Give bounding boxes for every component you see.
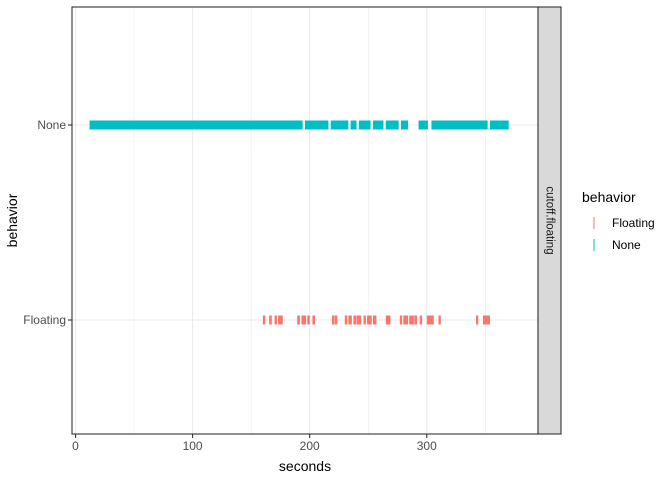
data-point-floating bbox=[348, 315, 352, 325]
data-point-floating bbox=[301, 315, 307, 325]
data-point-floating bbox=[356, 315, 362, 325]
data-point-floating bbox=[419, 315, 423, 325]
data-point-none bbox=[350, 120, 357, 130]
data-point-floating bbox=[372, 315, 377, 325]
data-marks bbox=[89, 120, 509, 325]
x-tick-label: 100 bbox=[183, 439, 203, 453]
data-point-floating bbox=[274, 315, 277, 325]
x-axis: 0 100 200 300 bbox=[72, 434, 437, 453]
data-point-floating bbox=[363, 315, 366, 325]
data-point-none bbox=[358, 120, 371, 130]
data-point-none bbox=[385, 120, 399, 130]
data-point-floating bbox=[307, 315, 310, 325]
data-point-none bbox=[489, 120, 509, 130]
y-axis-title: behavior bbox=[4, 193, 20, 247]
data-point-floating bbox=[409, 315, 414, 325]
data-point-floating bbox=[399, 315, 403, 325]
legend: behavior Floating None bbox=[582, 189, 655, 252]
facet-strip-label: cutoff.floating bbox=[544, 186, 556, 254]
y-axis: Floating None bbox=[23, 118, 72, 327]
data-point-floating bbox=[353, 315, 357, 325]
x-axis-title: seconds bbox=[279, 458, 331, 474]
data-point-floating bbox=[385, 315, 391, 325]
data-point-floating bbox=[475, 315, 479, 325]
data-point-none bbox=[431, 120, 488, 130]
data-point-floating bbox=[278, 315, 283, 325]
data-point-floating bbox=[414, 315, 417, 325]
data-point-none bbox=[305, 120, 329, 130]
facet-strip bbox=[537, 6, 562, 435]
data-point-none bbox=[330, 120, 349, 130]
data-point-floating bbox=[262, 315, 266, 325]
plot-panel-background bbox=[72, 7, 538, 434]
data-point-floating bbox=[438, 315, 441, 325]
x-tick-label: 200 bbox=[300, 439, 320, 453]
data-point-floating bbox=[344, 315, 348, 325]
data-point-floating bbox=[297, 315, 300, 325]
legend-title: behavior bbox=[582, 189, 636, 205]
x-tick-label: 0 bbox=[72, 439, 79, 453]
data-point-none bbox=[418, 120, 428, 130]
data-point-floating bbox=[269, 315, 272, 325]
legend-label: None bbox=[612, 238, 641, 252]
legend-label: Floating bbox=[612, 216, 655, 230]
data-point-none bbox=[372, 120, 384, 130]
data-point-floating bbox=[482, 315, 490, 325]
data-point-floating bbox=[367, 315, 372, 325]
legend-keys: Floating None bbox=[593, 216, 655, 252]
data-point-none bbox=[89, 120, 303, 130]
y-tick-label: None bbox=[37, 118, 66, 132]
x-tick-label: 300 bbox=[417, 439, 437, 453]
data-point-floating bbox=[426, 315, 434, 325]
data-point-floating bbox=[403, 315, 409, 325]
data-point-floating bbox=[334, 315, 338, 325]
data-point-floating bbox=[331, 315, 335, 325]
data-point-floating bbox=[312, 315, 316, 325]
y-tick-label: Floating bbox=[23, 313, 66, 327]
data-point-none bbox=[401, 120, 409, 130]
